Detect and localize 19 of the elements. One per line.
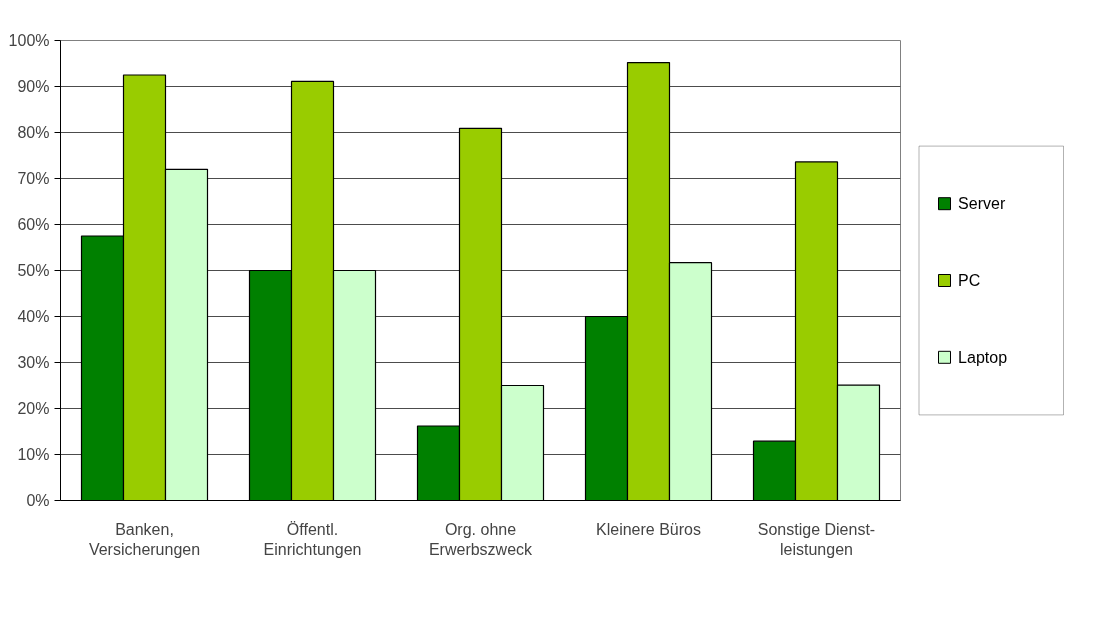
y-tick-label: 40% bbox=[17, 308, 50, 325]
x-tick-label: Banken, Versicherungen bbox=[88, 520, 201, 558]
legend-label: PC bbox=[958, 272, 981, 289]
y-tick-label: 50% bbox=[17, 262, 50, 279]
y-tick-label: 0% bbox=[26, 492, 50, 509]
x-tick-label: Öffentl. Einrichtungen bbox=[263, 520, 362, 558]
y-tick-label: 10% bbox=[17, 446, 50, 463]
y-tick-label: 90% bbox=[17, 78, 50, 95]
x-tick-label: Org. ohne Erwerbszweck bbox=[428, 520, 534, 558]
y-tick-label: 30% bbox=[17, 354, 50, 371]
legend-label: Server bbox=[958, 195, 1006, 213]
y-tick-label: 100% bbox=[8, 32, 50, 49]
x-tick-label: Kleinere Büros bbox=[596, 520, 701, 538]
y-tick-label: 70% bbox=[17, 170, 50, 187]
y-tick-label: 60% bbox=[17, 216, 50, 233]
x-tick-label: Sonstige Dienst- leistungen bbox=[757, 520, 876, 558]
y-tick-label: 80% bbox=[17, 124, 50, 141]
legend-label: Laptop bbox=[958, 348, 1008, 366]
y-tick-label: 20% bbox=[17, 400, 50, 417]
